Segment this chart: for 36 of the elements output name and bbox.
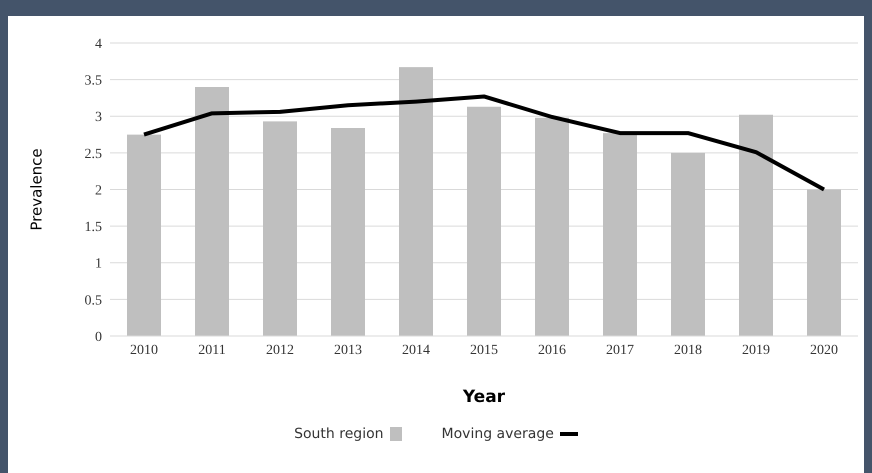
bar (467, 106, 501, 336)
bar (535, 118, 569, 336)
bar (739, 114, 773, 336)
bar (127, 134, 161, 336)
y-tick-label: 1 (95, 256, 102, 272)
x-tick-label: 2012 (266, 342, 294, 358)
y-axis-title: Prevalence (27, 148, 46, 231)
y-tick-label: 4 (95, 36, 102, 52)
y-tick-label: 0 (95, 330, 102, 345)
y-tick-label: 3.5 (84, 74, 102, 89)
bar (263, 121, 297, 336)
bar (807, 190, 841, 336)
x-tick-label: 2019 (742, 342, 770, 358)
bar (331, 128, 365, 336)
line-series (142, 94, 826, 192)
x-tick-label: 2015 (470, 342, 498, 358)
x-tick-label: 2017 (606, 342, 634, 358)
legend-label: South region (294, 426, 384, 442)
y-tick-label: 2.5 (84, 146, 102, 162)
x-tick-label: 2016 (538, 342, 566, 358)
bar (399, 67, 433, 336)
bar (195, 86, 229, 336)
legend-label: Moving average (442, 426, 554, 442)
x-tick-label: 2010 (130, 342, 158, 358)
y-tick-label: 0.5 (84, 293, 102, 308)
bar (671, 152, 705, 336)
y-tick-label: 2 (95, 183, 102, 198)
bar (603, 133, 637, 336)
x-tick-label: 2018 (674, 342, 702, 358)
y-tick-label: 1.5 (84, 220, 102, 236)
x-tick-label: 2013 (334, 342, 362, 358)
x-tick-label: 2020 (810, 342, 838, 358)
x-tick-label: 2014 (402, 342, 430, 358)
x-axis-title: Year (462, 387, 506, 407)
x-tick-label: 2011 (198, 342, 226, 358)
y-tick-label: 3 (95, 110, 102, 126)
